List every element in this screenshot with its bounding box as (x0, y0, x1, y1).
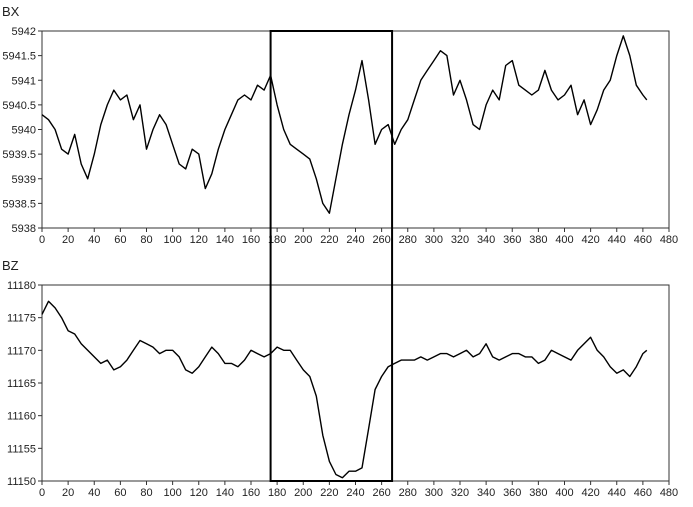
x-tick-label: 220 (320, 234, 338, 246)
y-tick-label: 5941.5 (2, 51, 36, 63)
x-tick-label: 340 (477, 487, 495, 499)
x-tick-label: 320 (451, 487, 469, 499)
x-tick-label: 260 (372, 487, 390, 499)
x-tick-label: 100 (163, 234, 181, 246)
y-tick-label: 5938.5 (2, 198, 36, 210)
bx-chart-panel: BX 0 20 40 60 80 100 120 140 160 180 200 220 240 260 2… (2, 4, 678, 246)
x-tick-label: 60 (114, 234, 126, 246)
x-tick-label: 240 (346, 487, 364, 499)
x-tick-label: 340 (477, 234, 495, 246)
x-tick-label: 220 (320, 487, 338, 499)
x-tick-label: 440 (608, 234, 626, 246)
y-tick-label: 5940.5 (2, 100, 36, 112)
x-tick-label: 440 (608, 487, 626, 499)
highlight-rectangle (269, 30, 394, 482)
x-tick-label: 20 (62, 234, 74, 246)
y-tick-label: 5939.5 (2, 149, 36, 161)
x-tick-label: 480 (660, 487, 678, 499)
x-tick-label: 140 (216, 487, 234, 499)
y-tick-label: 11155 (7, 443, 36, 455)
x-tick-label: 280 (399, 234, 417, 246)
x-tick-label: 160 (242, 487, 260, 499)
x-tick-label: 140 (216, 234, 234, 246)
plot-frame (41, 284, 670, 482)
x-tick-label: 480 (660, 234, 678, 246)
x-tick-label: 200 (294, 234, 312, 246)
x-tick-label: 420 (581, 234, 599, 246)
y-tick-label: 11165 (7, 378, 36, 390)
y-tick-label: 5939 (12, 174, 36, 186)
x-tick-label: 280 (399, 487, 417, 499)
x-tick-label: 420 (581, 487, 599, 499)
x-tick-label: 0 (39, 487, 45, 499)
y-tick-label: 5938 (12, 223, 36, 235)
bz-chart-panel: BZ 0 20 40 60 80 100 120 140 160 180 200 220 240 260 2… (2, 258, 678, 499)
x-tick-label: 360 (503, 487, 521, 499)
x-tick-label: 40 (88, 234, 100, 246)
y-tick-label: 11175 (7, 313, 36, 325)
x-tick-label: 380 (529, 487, 547, 499)
y-tick-label: 5941 (12, 75, 36, 87)
y-tick-label: 11160 (7, 411, 36, 423)
y-tick-label: 5942 (12, 26, 36, 38)
x-tick-label: 100 (163, 487, 181, 499)
x-tick-label: 180 (268, 487, 286, 499)
x-tick-label: 0 (39, 234, 45, 246)
x-tick-label: 400 (555, 234, 573, 246)
x-tick-label: 180 (268, 234, 286, 246)
y-tick-label: 5940 (12, 125, 36, 137)
x-tick-label: 320 (451, 234, 469, 246)
bx-chart-title: BX (2, 4, 20, 19)
x-tick-label: 460 (634, 234, 652, 246)
x-tick-label: 60 (114, 487, 126, 499)
x-tick-label: 240 (346, 234, 364, 246)
bz-series-line (41, 300, 648, 479)
x-tick-label: 120 (190, 487, 208, 499)
y-tick-label: 11170 (7, 345, 36, 357)
x-tick-label: 460 (634, 487, 652, 499)
y-tick-label: 11180 (7, 280, 36, 292)
x-tick-label: 120 (190, 234, 208, 246)
plot-frame (41, 30, 670, 229)
bx-series-line (41, 35, 648, 214)
x-tick-label: 260 (372, 234, 390, 246)
x-tick-label: 300 (425, 487, 443, 499)
x-tick-label: 400 (555, 487, 573, 499)
x-tick-label: 20 (62, 487, 74, 499)
x-tick-label: 200 (294, 487, 312, 499)
x-tick-label: 80 (140, 487, 152, 499)
x-tick-label: 300 (425, 234, 443, 246)
x-tick-label: 380 (529, 234, 547, 246)
highlight-window (269, 30, 394, 482)
bz-chart-title: BZ (2, 258, 19, 273)
x-tick-label: 80 (140, 234, 152, 246)
x-tick-label: 160 (242, 234, 260, 246)
x-tick-label: 360 (503, 234, 521, 246)
y-tick-label: 11150 (7, 476, 36, 488)
x-tick-label: 40 (88, 487, 100, 499)
